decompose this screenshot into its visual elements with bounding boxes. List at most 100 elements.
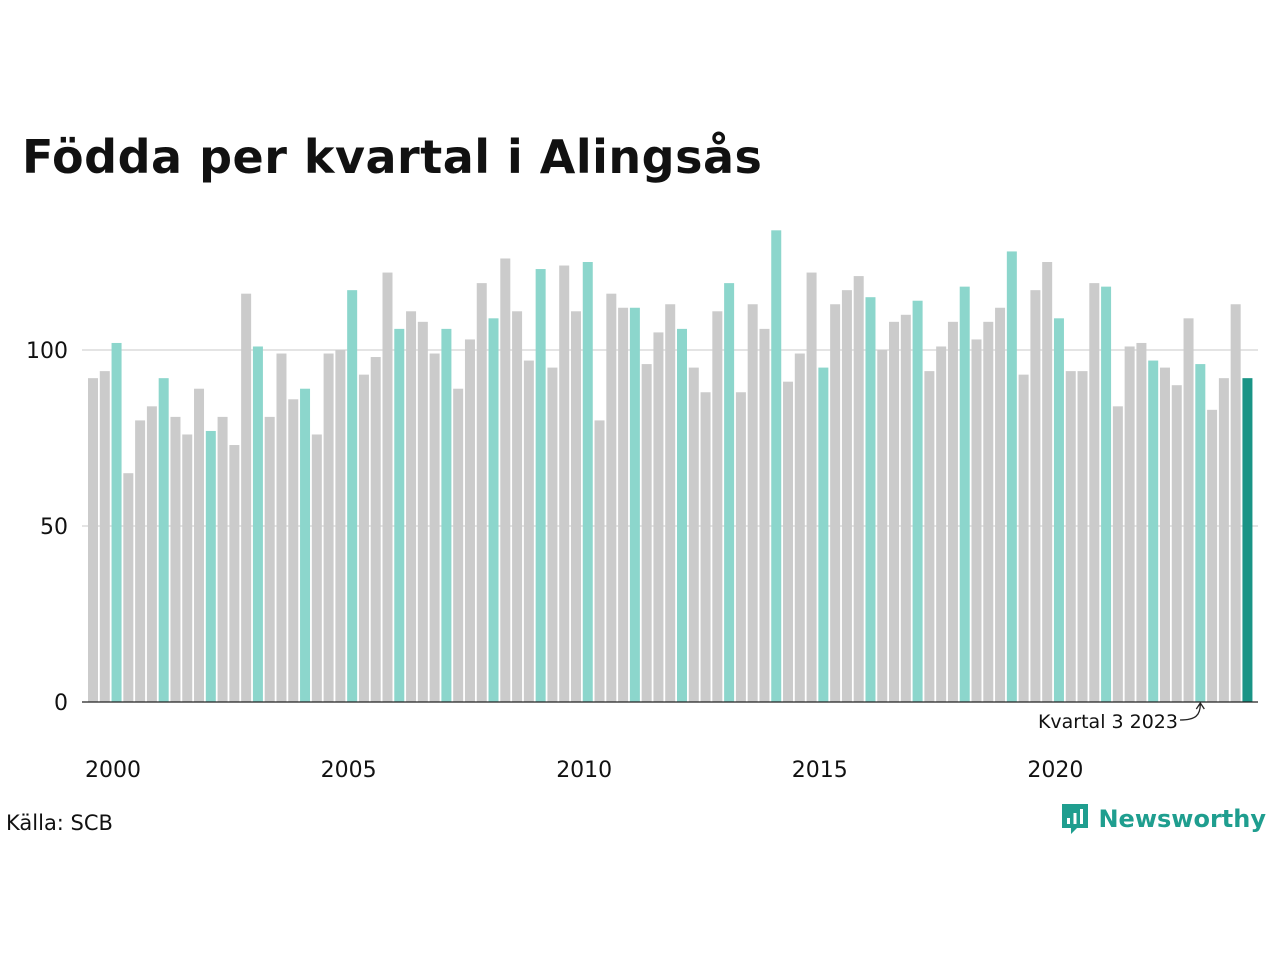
bar bbox=[1077, 371, 1088, 702]
bar bbox=[877, 350, 888, 702]
bar bbox=[947, 321, 958, 702]
bar bbox=[547, 367, 558, 702]
bar bbox=[865, 297, 876, 702]
bar bbox=[759, 328, 770, 702]
bar bbox=[677, 328, 687, 702]
x-tick-label: 2005 bbox=[321, 758, 377, 783]
bar bbox=[300, 388, 311, 702]
bar bbox=[771, 230, 782, 702]
bar bbox=[111, 342, 122, 702]
x-tick-label: 2000 bbox=[85, 758, 141, 783]
bar bbox=[570, 311, 581, 702]
bar bbox=[1171, 385, 1182, 702]
bar bbox=[594, 420, 605, 702]
bar bbox=[311, 434, 322, 702]
bar bbox=[99, 371, 110, 702]
bar bbox=[370, 357, 381, 702]
bar bbox=[1006, 251, 1017, 702]
bar bbox=[912, 300, 923, 702]
bar bbox=[135, 420, 146, 702]
bar bbox=[629, 307, 640, 702]
bar bbox=[900, 314, 911, 702]
x-tick-label: 2020 bbox=[1027, 758, 1083, 783]
annotation-label: Kvartal 3 2023 bbox=[1038, 711, 1178, 733]
annotation: Kvartal 3 2023 bbox=[1038, 701, 1205, 733]
bar bbox=[1183, 318, 1194, 702]
bar bbox=[841, 290, 852, 702]
bar bbox=[688, 367, 699, 702]
bar bbox=[1018, 374, 1029, 702]
bar bbox=[323, 353, 334, 702]
y-tick-labels: 0 50 100 bbox=[26, 339, 68, 716]
x-tick-label: 2010 bbox=[556, 758, 612, 783]
bar bbox=[441, 328, 452, 702]
bar bbox=[559, 265, 570, 702]
bar bbox=[488, 318, 499, 702]
bar bbox=[146, 406, 157, 702]
bar bbox=[1065, 371, 1076, 702]
brand-logo: Newsworthy bbox=[1060, 802, 1266, 836]
bar bbox=[794, 353, 805, 702]
bar bbox=[936, 346, 947, 702]
bar bbox=[783, 381, 794, 702]
bar bbox=[417, 321, 428, 702]
bar bbox=[641, 364, 652, 702]
x-tick-labels: 2000 2005 2010 2015 2020 bbox=[85, 758, 1083, 783]
bar bbox=[88, 378, 98, 702]
bar bbox=[1124, 346, 1135, 702]
bar bbox=[217, 416, 228, 702]
bar bbox=[971, 339, 982, 702]
y-tick-label: 0 bbox=[54, 691, 68, 716]
bar bbox=[464, 339, 475, 702]
bar bbox=[335, 350, 346, 702]
bar bbox=[606, 293, 617, 702]
bar bbox=[264, 416, 275, 702]
bar bbox=[276, 353, 287, 702]
y-tick-label: 50 bbox=[40, 515, 68, 540]
bar bbox=[453, 388, 464, 702]
bar bbox=[995, 307, 1006, 702]
bar bbox=[1089, 283, 1100, 702]
bar bbox=[476, 283, 487, 702]
newsworthy-logo-icon bbox=[1062, 804, 1089, 834]
bar bbox=[229, 445, 240, 702]
bar bbox=[1112, 406, 1123, 702]
bar bbox=[889, 321, 900, 702]
bar bbox=[182, 434, 193, 702]
bar bbox=[830, 304, 841, 702]
bar bbox=[158, 378, 169, 702]
bar bbox=[735, 392, 746, 702]
bar bbox=[653, 332, 664, 702]
bar bbox=[618, 307, 629, 702]
bar bbox=[429, 353, 440, 702]
bar bbox=[406, 311, 417, 702]
bars bbox=[88, 230, 1253, 702]
bar bbox=[1242, 378, 1253, 702]
bar bbox=[123, 473, 134, 702]
bar bbox=[700, 392, 711, 702]
bar bbox=[959, 286, 970, 702]
bar bbox=[194, 388, 205, 702]
bar bbox=[1230, 304, 1241, 702]
bar bbox=[665, 304, 676, 702]
bar bbox=[1030, 290, 1041, 702]
bar bbox=[382, 272, 393, 702]
bar bbox=[288, 399, 299, 702]
bar bbox=[818, 367, 829, 702]
bar bbox=[1195, 364, 1206, 702]
bar bbox=[712, 311, 723, 702]
bar bbox=[747, 304, 758, 702]
bar bbox=[1101, 286, 1112, 702]
bar bbox=[983, 321, 994, 702]
bar bbox=[1136, 342, 1147, 702]
bar bbox=[394, 328, 405, 702]
bar bbox=[1148, 360, 1159, 702]
bar bbox=[523, 360, 534, 702]
chart-title: Födda per kvartal i Alingsås bbox=[22, 130, 763, 184]
bar bbox=[1159, 367, 1170, 702]
bar bbox=[1218, 378, 1229, 702]
bar bbox=[500, 258, 511, 702]
bar bbox=[252, 346, 263, 702]
annotation-arrow bbox=[1179, 701, 1205, 721]
bar bbox=[853, 276, 864, 702]
